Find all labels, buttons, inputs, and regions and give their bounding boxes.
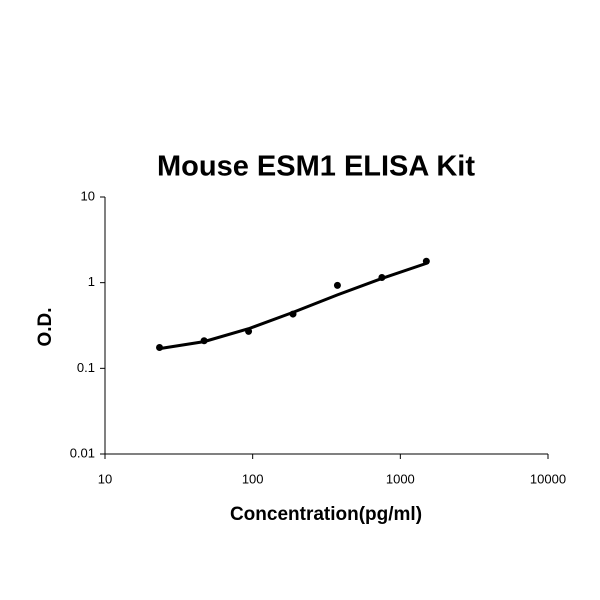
- y-tick-label: 1: [88, 274, 95, 289]
- x-tick-label: 10: [98, 471, 112, 486]
- y-tick-label: 0.1: [77, 360, 95, 375]
- x-tick-label: 100: [242, 471, 264, 486]
- fit-curve: [159, 261, 427, 351]
- data-point: [333, 281, 341, 289]
- x-axis-label: Concentration(pg/ml): [230, 504, 422, 525]
- chart-title: Mouse ESM1 ELISA Kit: [157, 151, 475, 183]
- y-tick-label: 10: [81, 188, 95, 203]
- x-tick-label: 1000: [386, 471, 415, 486]
- y-tick-label: 0.01: [70, 445, 95, 460]
- y-axis-label: O.D.: [35, 307, 56, 346]
- x-tick-label: 10000: [530, 471, 566, 486]
